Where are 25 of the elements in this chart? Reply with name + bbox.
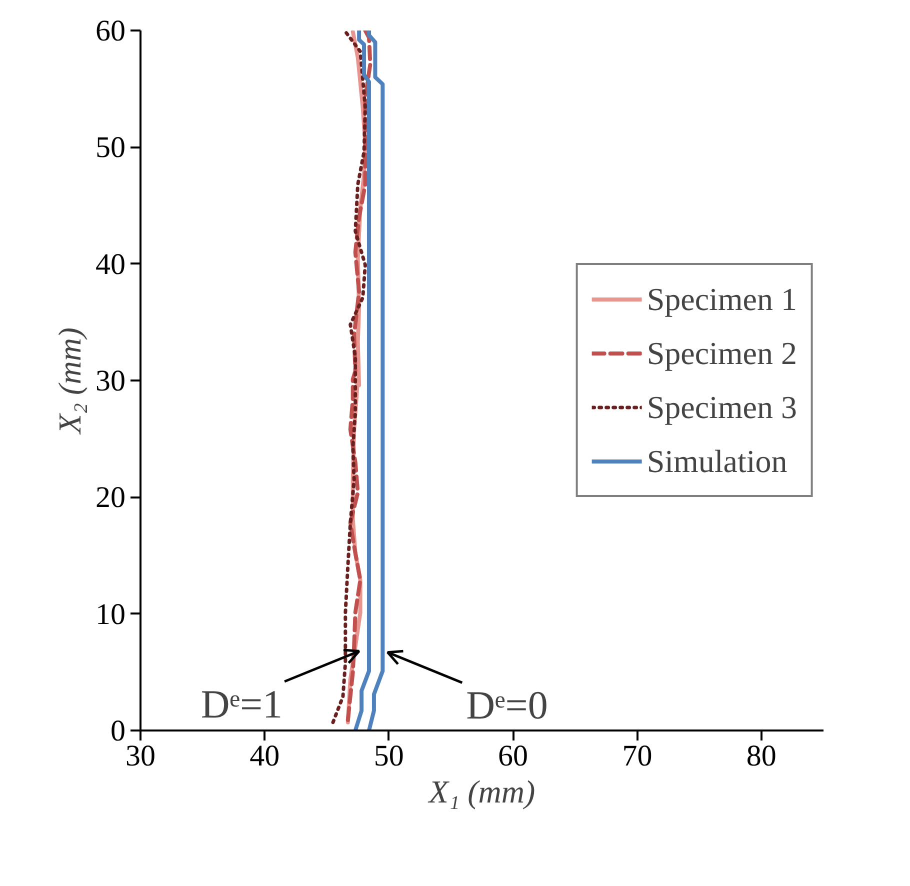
y-tick-label: 60 [96, 14, 126, 48]
y-tick-label: 10 [96, 598, 126, 631]
y-axis-title: X₂ (mm) [52, 327, 88, 436]
legend-label: Specimen 3 [646, 388, 797, 427]
annotation: Dᵉ=0 [466, 682, 548, 728]
x-tick-label: 70 [622, 740, 652, 772]
line-series [353, 30, 371, 730]
legend-label: Specimen 2 [646, 334, 797, 373]
y-tick-label: 20 [96, 481, 126, 514]
x-tick-label: 80 [746, 740, 776, 772]
x-tick-label: 40 [250, 740, 280, 772]
legend-label: Simulation [646, 442, 788, 480]
y-tick-label: 30 [96, 364, 126, 398]
x-tick-label: 50 [374, 740, 404, 772]
line-series [346, 30, 372, 722]
x-axis-title: X₁ (mm) [426, 774, 536, 810]
y-tick-label: 50 [96, 131, 126, 164]
line-series [366, 30, 385, 730]
x-tick-label: 30 [126, 740, 156, 772]
y-tick-label: 0 [110, 714, 126, 748]
y-tick-label: 40 [96, 248, 126, 281]
line-series [331, 30, 368, 724]
annotation: Dᵉ=1 [200, 682, 283, 726]
x-tick-label: 60 [498, 740, 528, 772]
legend-label: Specimen 1 [646, 280, 797, 319]
